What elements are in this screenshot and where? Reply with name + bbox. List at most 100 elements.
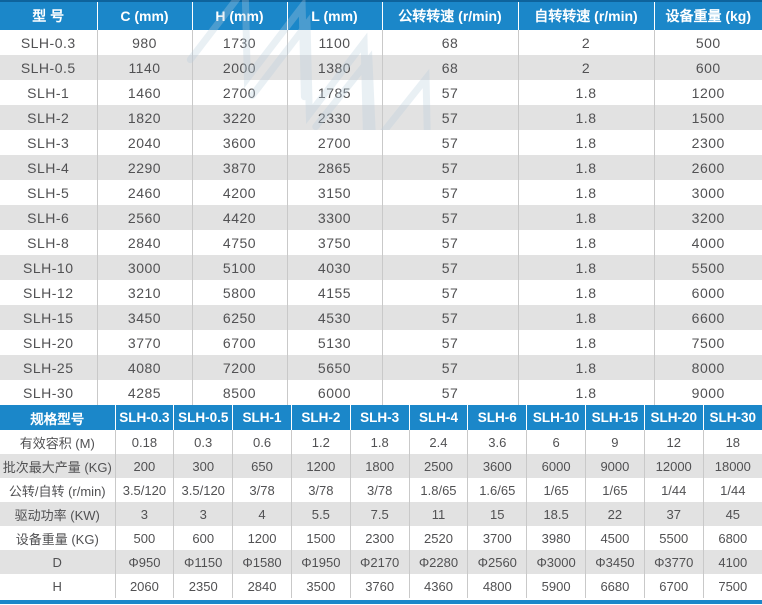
cell-value: 1.8: [518, 330, 655, 355]
cell-value: 3150: [287, 180, 383, 205]
table-row: SLH-6 2560 4420 3300 57 1.8 3200: [0, 205, 762, 230]
cell-value: 2840: [97, 230, 193, 255]
column-header: SLH-0.3: [115, 405, 175, 430]
cell-value: 3500: [291, 574, 351, 598]
cell-value: 57: [382, 330, 519, 355]
row-label: H: [0, 574, 116, 598]
cell-value: 15: [467, 502, 528, 526]
cell-value: 1730: [192, 30, 288, 55]
row-label: SLH-6: [0, 205, 98, 230]
cell-value: 3870: [192, 155, 288, 180]
column-header: 设备重量 (kg): [654, 1, 762, 30]
row-label: 驱动功率 (KW): [0, 502, 116, 526]
cell-value: 1200: [691, 84, 725, 101]
cell-value: Φ3000: [526, 550, 586, 574]
row-label: SLH-1: [0, 80, 98, 105]
cell-value: 1.8: [518, 280, 655, 305]
cell-value: 57: [382, 155, 519, 180]
column-header: SLH-15: [585, 405, 645, 430]
cell-value: Φ3770: [644, 550, 704, 574]
cell-value: 6680: [585, 574, 645, 598]
cell-value: 6250: [192, 305, 288, 330]
column-header: C (mm): [97, 1, 193, 30]
cell-value: 200: [115, 454, 175, 478]
cell-value: 2350: [173, 574, 234, 598]
cell-value: 1.8: [518, 180, 655, 205]
table-row: SLH-10 3000 5100 4030 57 1.8 5500: [0, 255, 762, 280]
cell-value: 57: [382, 180, 519, 205]
cell-value: 45: [703, 502, 762, 526]
column-header: SLH-2: [291, 405, 351, 430]
cell-value: 6700: [192, 330, 288, 355]
cell-value: 6: [526, 430, 586, 454]
cell-value: 3200: [654, 205, 762, 230]
cell-value: 3750: [287, 230, 383, 255]
cell-value: 1/65: [526, 478, 586, 502]
cell-value: 3300: [287, 205, 383, 230]
cell-value: 1500: [654, 105, 762, 130]
cell-value: 4: [232, 502, 292, 526]
cell-value: 1.6/65: [467, 478, 528, 502]
cell-value: 11: [409, 502, 469, 526]
cell-value: 12: [644, 430, 704, 454]
cell-value: 5.5: [291, 502, 351, 526]
table-row: SLH-25 4080 7200 5650 57 1.8 8000: [0, 355, 762, 380]
cell-value: 22: [585, 502, 645, 526]
cell-value: 1200: [291, 454, 351, 478]
column-header: 型 号: [0, 1, 98, 30]
cell-value: 8500: [192, 380, 288, 405]
cell-value: Φ2170: [350, 550, 410, 574]
row-label: SLH-4: [0, 155, 98, 180]
cell-value: 4100: [703, 550, 762, 574]
cell-value: 1.8/65: [409, 478, 469, 502]
cell-value: 1/65: [585, 478, 645, 502]
cell-value: 2600: [654, 155, 762, 180]
cell-value: 6000: [287, 380, 383, 405]
cell-value: 4285: [97, 380, 193, 405]
cell-value: 4030: [287, 255, 383, 280]
cell-value: 1.8: [518, 380, 655, 405]
column-header: SLH-0.5: [173, 405, 234, 430]
cell-value: 3.6: [467, 430, 528, 454]
row-label: 批次最大产量 (KG): [0, 454, 116, 478]
cell-value: 980: [97, 30, 193, 55]
cell-value: 2040: [97, 130, 193, 155]
cell-value: 3: [115, 502, 175, 526]
cell-value: 1/44: [720, 482, 746, 498]
cell-value: 1380: [287, 55, 383, 80]
cell-value: 5650: [287, 355, 383, 380]
row-label: SLH-8: [0, 230, 98, 255]
cell-value: 57: [382, 205, 519, 230]
row-label: SLH-5: [0, 180, 98, 205]
row-label: 公转/自转 (r/min): [0, 478, 116, 502]
cell-value: 2.4: [409, 430, 469, 454]
cell-value: 7200: [192, 355, 288, 380]
cell-value: 1.8: [518, 305, 655, 330]
cell-value: 1.8: [518, 105, 655, 130]
table-row: 设备重量 (KG) 500 600 1200 1500 2300 2520 3700 3980 4…: [0, 526, 762, 550]
cell-value: Φ3450: [585, 550, 645, 574]
cell-value: 5500: [644, 526, 704, 550]
table-row: SLH-30 4285 8500 6000 57 1.8 9000: [0, 380, 762, 405]
cell-value: 3: [173, 502, 234, 526]
cell-value: 2500: [409, 454, 469, 478]
cell-value: 4750: [192, 230, 288, 255]
cell-value: 18: [725, 434, 741, 450]
table-row: H 2060 2350 2840 3500 3760 4360 4800 5900 6680 670…: [0, 574, 762, 598]
table-row: SLH-3 2040 3600 2700 57 1.8 2300: [0, 130, 762, 155]
column-header: SLH-3: [350, 405, 410, 430]
cell-value: 1460: [97, 80, 193, 105]
cell-value: 4155: [287, 280, 383, 305]
cell-value: 2300: [350, 526, 410, 550]
cell-value: 1.2: [291, 430, 351, 454]
table-row: SLH-8 2840 4750 3750 57 1.8 4000: [0, 230, 762, 255]
cell-value: 2060: [115, 574, 175, 598]
cell-value: 3760: [350, 574, 410, 598]
cell-value: 9000: [691, 384, 725, 401]
cell-value: 18000: [703, 454, 762, 478]
cell-value: 5100: [192, 255, 288, 280]
cell-value: 3210: [97, 280, 193, 305]
cell-value: 1.8: [518, 230, 655, 255]
